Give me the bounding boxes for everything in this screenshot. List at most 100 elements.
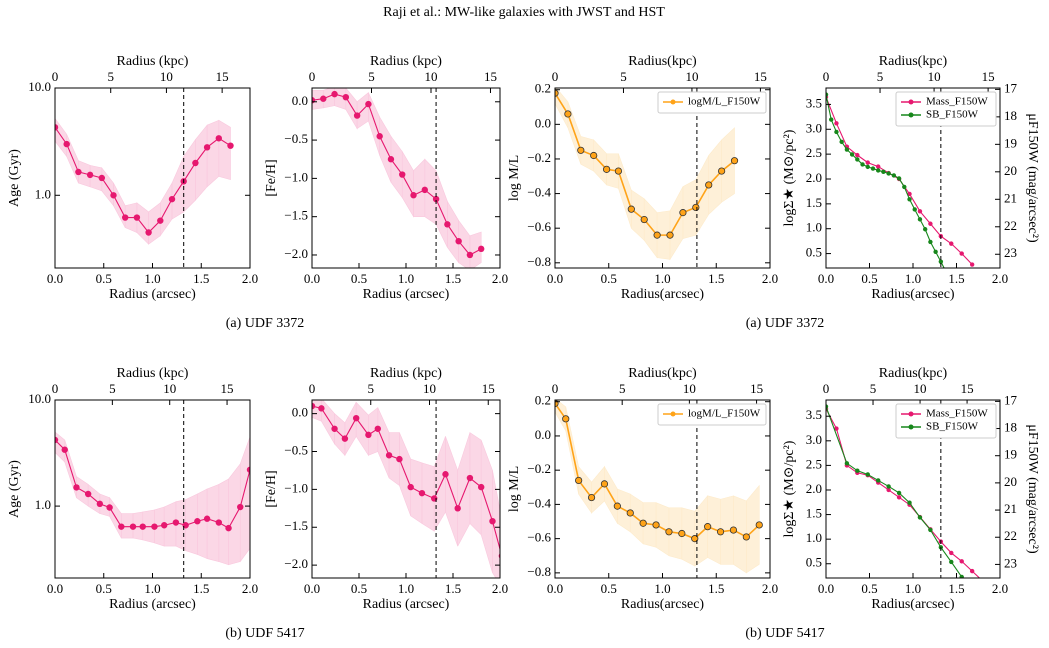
error-band — [457, 432, 471, 547]
marker — [84, 490, 92, 498]
x2-axis-label: Radius (kpc) — [370, 366, 442, 381]
marker — [318, 405, 325, 412]
error-band — [355, 401, 369, 457]
marker — [755, 521, 763, 529]
marker — [729, 526, 738, 534]
x-axis-label: Radius (arcsec) — [363, 287, 450, 302]
marker — [716, 528, 725, 536]
marker — [466, 474, 474, 482]
legend-box — [657, 403, 767, 426]
marker — [626, 509, 634, 517]
marker — [980, 579, 984, 583]
x-axis-label: Radius (arcsec) — [109, 597, 196, 612]
x2-tick-label: 5 — [619, 381, 626, 396]
marker — [312, 402, 316, 410]
marker — [110, 192, 117, 199]
y2-tick-label: 17 — [1004, 80, 1018, 95]
y-axis-label: Age (Gyr) — [7, 460, 22, 518]
marker — [718, 167, 726, 175]
x-axis-label: Radius (arcsec) — [109, 287, 196, 302]
plot-area — [312, 88, 485, 268]
y-tick-label: 0.2 — [535, 393, 551, 408]
x2-tick-label: 10 — [685, 69, 698, 84]
x-tick-label: 2.0 — [492, 581, 508, 596]
y-tick-label: −2.0 — [284, 556, 308, 571]
y-tick-label: 0.5 — [806, 245, 822, 260]
x2-tick-label: 0 — [552, 381, 559, 396]
marker — [562, 415, 570, 423]
x2-tick-label: 5 — [368, 381, 375, 396]
marker — [118, 523, 125, 530]
y-tick-label: 10.0 — [28, 391, 51, 406]
plot-area — [555, 88, 739, 268]
marker — [881, 169, 886, 175]
x2-tick-label: 10 — [683, 381, 696, 396]
panel: 0.2 0.0 −0.2 −0.4 −0.6 −0.8 0.0 0.5 1.0 1.5 2.0 0 5 1… — [507, 54, 778, 302]
y-tick-label: 0.0 — [292, 93, 308, 108]
x2-tick-label: 0 — [552, 69, 559, 84]
marker — [917, 515, 923, 520]
marker — [399, 171, 406, 178]
x-axis-label: Radius(arcsec) — [871, 597, 955, 612]
marker — [478, 483, 485, 491]
y-tick-label: 2.0 — [806, 481, 822, 496]
y-tick-label: −1.5 — [284, 208, 308, 223]
marker — [215, 519, 222, 526]
marker — [834, 121, 839, 126]
x-axis-label: Radius(arcsec) — [621, 597, 705, 612]
y2-tick-label: 23 — [1004, 245, 1017, 260]
marker — [365, 431, 372, 439]
marker — [172, 519, 180, 526]
legend-marker — [670, 99, 676, 105]
marker — [145, 229, 152, 236]
panel: 0.5 1.0 1.5 2.0 2.5 3.0 3.5 17 18 19 20 21 22 23 0.0 0.… — [782, 366, 1040, 612]
marker — [168, 195, 176, 203]
x-tick-label: 1.0 — [654, 581, 670, 596]
x2-tick-label: 5 — [877, 69, 884, 84]
x-tick-label: 1.0 — [905, 581, 921, 596]
x-tick-label: 0.0 — [818, 581, 834, 596]
legend-marker — [908, 99, 914, 105]
marker — [614, 167, 623, 175]
marker — [602, 165, 611, 173]
marker — [891, 173, 897, 178]
x-tick-label: 0.0 — [818, 271, 834, 286]
x-tick-label: 1.5 — [193, 271, 209, 286]
marker — [227, 142, 234, 149]
marker — [844, 461, 850, 466]
x2-tick-label: 5 — [368, 69, 375, 84]
x2-tick-label: 15 — [961, 381, 974, 396]
marker — [600, 480, 609, 488]
marker — [959, 574, 964, 578]
marker — [928, 239, 933, 245]
y2-tick-label: 19 — [1004, 447, 1017, 462]
x-tick-label: 1.0 — [144, 581, 160, 596]
marker — [730, 157, 739, 165]
marker — [876, 168, 881, 173]
y2-tick-label: 21 — [1004, 190, 1017, 205]
x-tick-label: 2.0 — [762, 271, 778, 286]
y-tick-label: −1.0 — [284, 480, 308, 495]
y-axis-label: logΣ★ (M⊙/pc²) — [782, 129, 797, 226]
y-tick-label: −0.8 — [527, 564, 551, 579]
y-tick-label: −0.2 — [527, 150, 551, 165]
x2-axis-label: Radius(kpc) — [628, 54, 697, 69]
marker — [225, 524, 232, 532]
x-tick-label: 2.0 — [242, 581, 258, 596]
panel: 0.0 −0.5 −1.0 −1.5 −2.0 0.0 0.5 1.0 1.5 2.0 0 5 10 15… — [264, 54, 508, 302]
x2-tick-label: 5 — [870, 381, 877, 396]
marker — [865, 472, 870, 477]
x2-tick-label: 15 — [754, 69, 767, 84]
marker — [969, 568, 975, 574]
marker — [365, 100, 372, 108]
marker — [454, 505, 461, 512]
marker — [844, 147, 850, 152]
y-tick-label: −0.5 — [284, 442, 308, 457]
x-tick-label: 1.0 — [654, 271, 670, 286]
x2-tick-label: 0 — [52, 69, 59, 84]
error-band — [183, 138, 196, 213]
x-tick-label: 0.5 — [601, 271, 617, 286]
y-tick-label: 3.5 — [806, 407, 822, 422]
marker — [63, 140, 70, 148]
marker — [896, 495, 902, 500]
